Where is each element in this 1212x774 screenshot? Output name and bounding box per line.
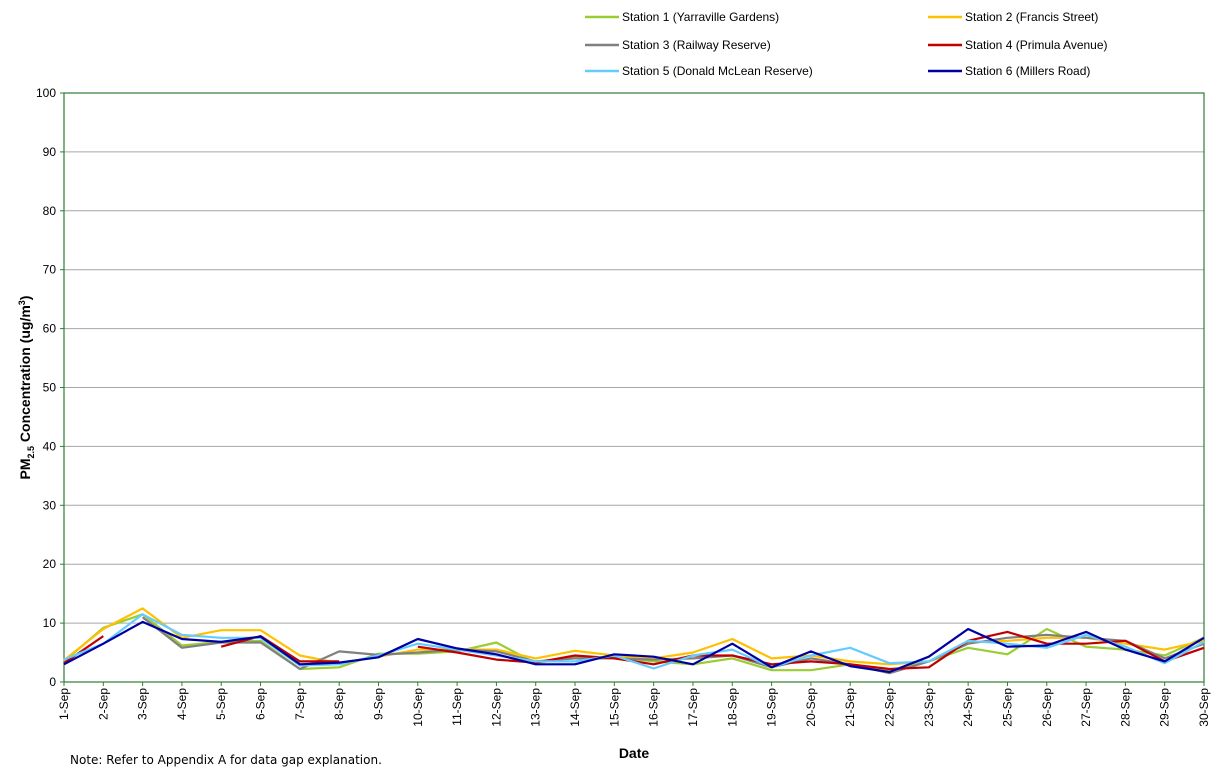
legend-label: Station 2 (Francis Street) <box>965 10 1098 24</box>
series-2-line <box>63 607 1205 666</box>
y-tick-label: 20 <box>43 557 57 571</box>
x-tick-label: 9-Sep <box>371 688 385 720</box>
y-axis-title-rest: Concentration (ug/m <box>17 305 33 446</box>
y-tick-label: 70 <box>43 263 57 277</box>
chart-legend: Station 1 (Yarraville Gardens) Station 2 … <box>585 10 1108 78</box>
legend-label: Station 6 (Millers Road) <box>965 64 1090 78</box>
x-tick-label: 29-Sep <box>1158 688 1172 727</box>
x-tick-label: 30-Sep <box>1197 688 1211 727</box>
legend-item: Station 6 (Millers Road) <box>928 64 1090 78</box>
x-tick-label: 12-Sep <box>489 688 503 727</box>
x-axis-ticks: 1-Sep 2-Sep 3-Sep 4-Sep 5-Sep 6-Sep 7-Sep 8-Sep… <box>57 682 1211 727</box>
y-axis-title-main: PM <box>17 458 33 479</box>
legend-item: Station 4 (Primula Avenue) <box>928 38 1108 52</box>
legend-label: Station 3 (Railway Reserve) <box>622 38 771 52</box>
legend-item: Station 3 (Railway Reserve) <box>585 38 771 52</box>
x-tick-label: 23-Sep <box>922 688 936 727</box>
y-tick-label: 0 <box>49 675 56 689</box>
x-tick-label: 24-Sep <box>961 688 975 727</box>
series-segment <box>63 620 1205 674</box>
x-axis-title: Date <box>619 745 650 761</box>
x-tick-label: 11-Sep <box>450 688 464 726</box>
x-tick-label: 20-Sep <box>804 688 818 727</box>
y-axis-title-end: ) <box>17 296 33 301</box>
x-tick-label: 1-Sep <box>57 688 71 720</box>
x-tick-label: 26-Sep <box>1040 688 1054 727</box>
y-tick-label: 60 <box>43 322 57 336</box>
legend-label: Station 5 (Donald McLean Reserve) <box>622 64 813 78</box>
x-tick-label: 28-Sep <box>1118 688 1132 727</box>
series-segment <box>63 635 104 665</box>
y-axis-title-superscript: 3 <box>17 300 27 305</box>
x-tick-label: 27-Sep <box>1079 688 1093 727</box>
gridlines <box>64 151 1204 624</box>
x-tick-label: 2-Sep <box>96 688 110 720</box>
y-tick-label: 80 <box>43 204 57 218</box>
x-tick-label: 21-Sep <box>843 688 857 727</box>
legend-label: Station 4 (Primula Avenue) <box>965 38 1108 52</box>
y-tick-label: 50 <box>43 381 57 395</box>
x-tick-label: 18-Sep <box>725 688 739 727</box>
y-tick-label: 30 <box>43 498 57 512</box>
x-tick-label: 19-Sep <box>765 688 779 727</box>
x-tick-label: 17-Sep <box>686 688 700 727</box>
x-tick-label: 16-Sep <box>647 688 661 727</box>
series-segment <box>417 630 1205 671</box>
y-axis-title-subscript: 2.5 <box>26 446 36 459</box>
series-lines <box>63 607 1205 675</box>
series-segment <box>220 634 340 663</box>
x-tick-label: 4-Sep <box>175 688 189 720</box>
series-segment <box>63 607 1205 666</box>
legend-label: Station 1 (Yarraville Gardens) <box>622 10 779 24</box>
y-tick-label: 40 <box>43 439 57 453</box>
legend-item: Station 1 (Yarraville Gardens) <box>585 10 779 24</box>
y-axis-title: PM2.5 Concentration (ug/m3) <box>17 296 36 480</box>
series-4-line <box>63 630 1205 671</box>
x-tick-label: 7-Sep <box>293 688 307 720</box>
x-tick-label: 14-Sep <box>568 688 582 727</box>
y-tick-label: 100 <box>36 86 56 100</box>
legend-item: Station 5 (Donald McLean Reserve) <box>585 64 813 78</box>
x-tick-label: 6-Sep <box>254 688 268 720</box>
y-axis-ticks: 0 10 20 30 40 50 60 70 80 90 100 <box>36 86 64 689</box>
y-tick-label: 10 <box>43 616 57 630</box>
x-tick-label: 5-Sep <box>214 688 228 720</box>
x-tick-label: 3-Sep <box>136 688 150 720</box>
x-tick-label: 13-Sep <box>529 688 543 727</box>
x-tick-label: 22-Sep <box>883 688 897 727</box>
x-tick-label: 8-Sep <box>332 688 346 720</box>
data-gap-note: Note: Refer to Appendix A for data gap e… <box>70 753 382 767</box>
x-tick-label: 15-Sep <box>607 688 621 727</box>
x-tick-label: 10-Sep <box>411 688 425 727</box>
x-tick-label: 25-Sep <box>1000 688 1014 727</box>
y-tick-label: 90 <box>43 145 57 159</box>
legend-item: Station 2 (Francis Street) <box>928 10 1098 24</box>
series-6-line <box>63 620 1205 674</box>
